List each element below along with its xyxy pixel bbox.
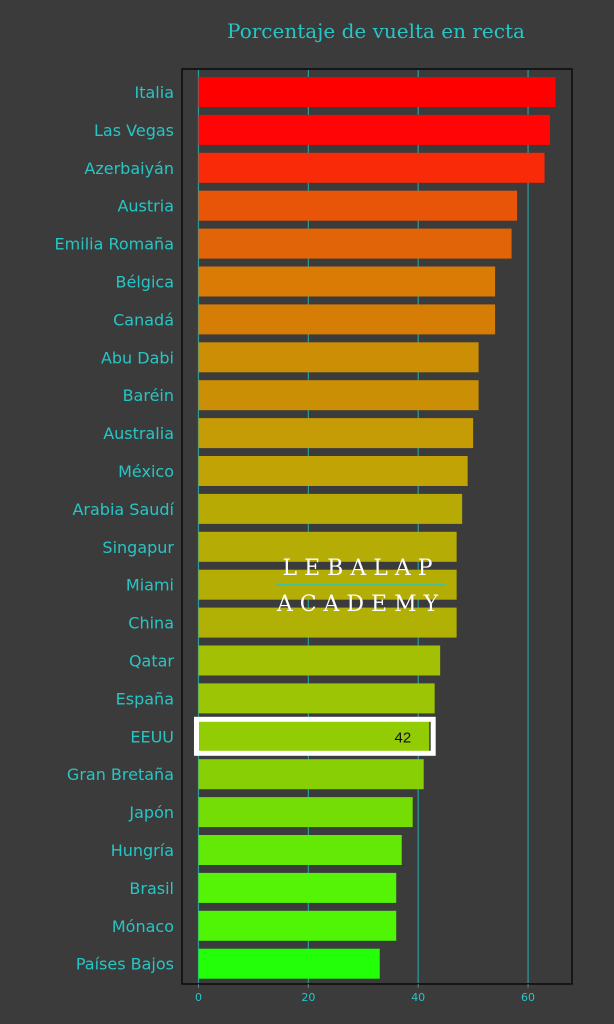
- bar: [198, 456, 468, 486]
- category-label: Italia: [135, 83, 175, 102]
- bar: [198, 759, 424, 790]
- bar: [198, 342, 479, 373]
- bar: [198, 152, 545, 183]
- bar: [198, 910, 397, 941]
- x-tick-label: 0: [195, 991, 202, 1004]
- category-label: Arabia Saudí: [72, 500, 174, 519]
- category-label: Baréin: [123, 386, 174, 405]
- category-label: Azerbaiyán: [84, 159, 174, 178]
- category-label: Emilia Romaña: [55, 235, 174, 254]
- data-label: 42: [394, 729, 411, 746]
- gridlines: [197, 70, 529, 983]
- x-tick-label: 40: [411, 991, 425, 1004]
- bar: [198, 380, 479, 411]
- bar: [198, 114, 551, 145]
- category-labels: Italia Las Vegas Azerbaiyán Austria Emilia R…: [55, 83, 175, 974]
- category-label: Gran Bretaña: [67, 765, 174, 784]
- category-label: Qatar: [129, 652, 174, 671]
- bar: [198, 190, 518, 221]
- bar: [198, 266, 496, 297]
- category-label: Japón: [128, 803, 174, 822]
- x-tick-label: 60: [521, 991, 535, 1004]
- bar: [198, 835, 402, 865]
- category-label: Países Bajos: [76, 955, 174, 974]
- category-label: Australia: [103, 424, 174, 443]
- chart-title: Porcentaje de vuelta en recta: [227, 19, 525, 43]
- plot-area: [181, 68, 573, 985]
- bar: [198, 607, 457, 638]
- watermark-logo: LEBALAP ACADEMY: [276, 556, 446, 617]
- bar: [198, 683, 435, 714]
- x-axis: 0 20 40 60: [195, 984, 535, 1004]
- category-label: Hungría: [111, 841, 174, 860]
- category-label: Austria: [117, 197, 174, 216]
- bar: [198, 797, 413, 828]
- category-label: Miami: [126, 576, 174, 595]
- bar: [198, 493, 463, 524]
- watermark-line-1: LEBALAP: [282, 556, 439, 581]
- category-label: Bélgica: [116, 273, 174, 292]
- bar: [198, 948, 380, 979]
- bar: [198, 418, 474, 449]
- bars: 42: [193, 77, 556, 979]
- category-label: España: [116, 689, 174, 708]
- x-tick-label: 20: [301, 991, 315, 1004]
- category-label: Abu Dabi: [101, 348, 174, 367]
- bar: [198, 77, 556, 107]
- bar: [198, 228, 512, 259]
- bar: [198, 645, 441, 676]
- category-label: Las Vegas: [94, 121, 174, 140]
- category-label: Singapur: [102, 538, 174, 557]
- bar: [198, 872, 397, 903]
- bar: [198, 304, 496, 335]
- category-label: Canadá: [113, 310, 174, 329]
- bar: [198, 721, 430, 752]
- highlight-box: [193, 716, 436, 756]
- watermark-line-2: ACADEMY: [276, 592, 445, 617]
- bar: [198, 531, 457, 562]
- category-label: Brasil: [129, 879, 174, 898]
- category-label: México: [118, 462, 174, 481]
- category-label: Mónaco: [112, 917, 174, 936]
- category-label: China: [128, 614, 174, 633]
- category-label: EEUU: [130, 727, 174, 746]
